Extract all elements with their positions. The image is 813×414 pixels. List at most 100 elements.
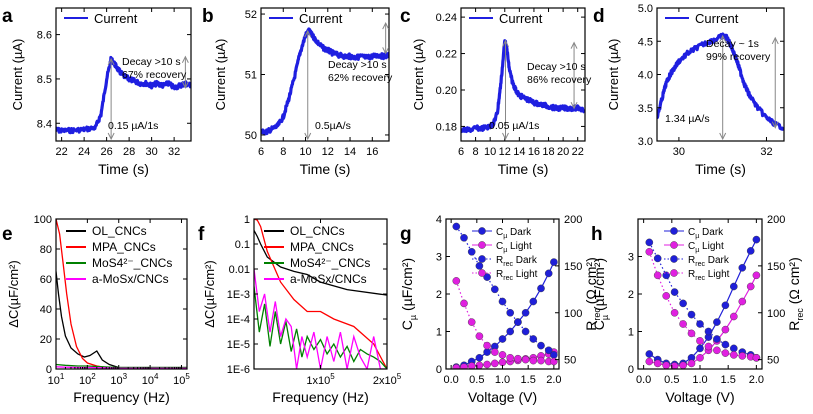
y2-tick-label: 200: [767, 214, 785, 226]
rise-marker-arrow-bottom: [304, 132, 312, 141]
legend-marker: [478, 269, 486, 277]
axes-frame: [55, 7, 192, 142]
x-axis-label: Time (s): [98, 161, 149, 177]
y-tick-label: 52: [245, 9, 257, 21]
legend-label: Current: [499, 11, 543, 26]
data-point: [752, 271, 761, 280]
decay-annotation: Decay >10 s: [527, 61, 586, 73]
series-current: [461, 39, 585, 134]
data-point: [537, 284, 545, 293]
data-point: [679, 299, 687, 308]
data-point: [730, 344, 738, 353]
data-point: [490, 285, 499, 294]
data-point: [460, 233, 468, 242]
legend-label: Rrec Light: [496, 269, 538, 282]
y-tick-label: 4.5: [638, 36, 653, 48]
x-tick-label: 0.5: [469, 374, 484, 386]
x-tick-label: 1x105: [306, 372, 335, 387]
x-axis-label: Time (s): [498, 161, 549, 177]
legend-label: Cµ Dark: [496, 227, 532, 240]
data-point: [645, 238, 654, 247]
series-mos4_cncs: [254, 286, 387, 369]
data-point: [537, 341, 545, 350]
rise-marker-arrow-top: [107, 57, 115, 66]
x-tick-label: 10: [299, 146, 311, 158]
y-axis-label: Current (µA): [411, 39, 426, 111]
y-tick-label: 51: [245, 70, 257, 82]
y-axis-label: Current (µA): [606, 39, 621, 111]
data-point: [506, 327, 515, 336]
legend-label: MPA_CNCs: [290, 240, 354, 254]
data-point: [537, 356, 545, 365]
data-point: [670, 288, 679, 296]
x-axis-label: Voltage (V): [468, 389, 537, 405]
y-tick-label: 0: [628, 364, 634, 376]
rise-marker-arrow-top: [304, 29, 312, 38]
y-tick-label: 60: [40, 274, 52, 286]
recovery-arrow-top: [771, 36, 779, 45]
data-point: [544, 269, 553, 278]
y-tick-label: 0: [46, 364, 52, 376]
x-tick-label: 30: [146, 146, 158, 158]
x-axis-label: Voltage (V): [665, 389, 734, 405]
series-ol_cncs: [254, 230, 387, 296]
data-point: [514, 354, 522, 363]
legend-label: Current: [94, 11, 138, 26]
y2-tick-label: 150: [564, 261, 582, 273]
data-point: [550, 351, 558, 359]
x-tick-label: 2.0: [546, 374, 561, 386]
data-point: [730, 351, 738, 359]
data-point: [713, 335, 721, 343]
y-tick-label: 0.01: [229, 264, 250, 276]
recovery-arrow-bottom: [771, 121, 779, 129]
recovery-annotation: 99% recovery: [706, 51, 771, 63]
y2-tick-label: 100: [564, 308, 582, 320]
rise-marker-arrow-top: [502, 39, 509, 48]
x-tick-label: 22: [572, 146, 584, 158]
x-tick-label: 20: [557, 146, 569, 158]
data-point: [713, 318, 721, 326]
y-tick-label: 0.1: [235, 239, 250, 251]
x-tick-label: 0.0: [636, 374, 651, 386]
x-tick-label: 1.5: [721, 374, 736, 386]
rise-marker-arrow-bottom: [502, 132, 509, 141]
data-point: [483, 360, 491, 369]
y-axis-label: ΔC(µF/cm²): [6, 260, 21, 327]
recovery-arrow-top: [181, 55, 189, 63]
legend-label: OL_CNCs: [92, 224, 147, 238]
legend-label: Current: [299, 11, 343, 26]
axes-frame: [55, 218, 188, 370]
x-tick-label: 102: [79, 372, 96, 387]
recovery-arrow-bottom: [570, 101, 578, 110]
x-tick-label: 14: [513, 146, 525, 158]
panel-g: g 0.0 0.5 1.0 1.5 2.0 0 1 2 3 4 50 100 150 200 Voltage …: [399, 214, 602, 405]
data-point: [738, 352, 747, 360]
y-tick-label: 1: [244, 214, 250, 226]
data-point: [483, 348, 491, 356]
y-tick-label: 1E-4: [227, 314, 250, 326]
plot-area: [56, 55, 191, 135]
data-point: [653, 359, 662, 368]
x-tick-label: 6: [258, 146, 264, 158]
x-tick-label: 6: [458, 146, 464, 158]
x-tick-label: 22: [56, 146, 68, 158]
rate-annotation: 0.05 µA/1s: [489, 120, 539, 132]
data-point: [696, 320, 704, 328]
y2-axis-label: Rrec (Ω cm²): [786, 257, 805, 331]
x-axis-label: Frequency (Hz): [73, 389, 169, 405]
rise-marker-arrow-bottom: [107, 132, 115, 141]
data-point: [490, 348, 499, 356]
x-axis-label: Time (s): [300, 161, 351, 177]
data-point: [670, 362, 679, 369]
data-point: [514, 318, 522, 326]
recovery-annotation: 86% recovery: [527, 74, 592, 86]
data-point: [475, 332, 484, 341]
data-point: [498, 358, 507, 367]
data-point: [687, 359, 696, 368]
y-tick-label: 1: [628, 327, 634, 339]
panel-letter-c: c: [400, 6, 411, 27]
x-tick-label: 12: [499, 146, 511, 158]
legend-label: a-MoSx/CNCs: [290, 272, 367, 286]
plot-area: [645, 235, 761, 369]
y-tick-label: 1E-3: [227, 289, 250, 301]
